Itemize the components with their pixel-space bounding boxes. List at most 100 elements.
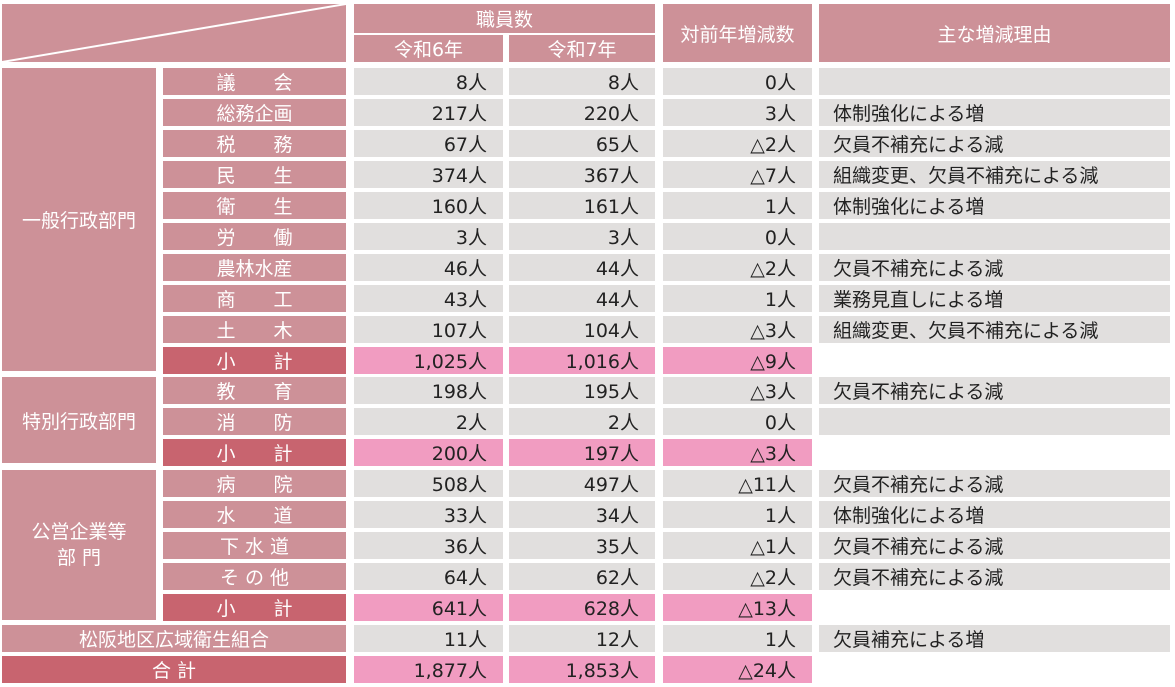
r7-value: 62人 (509, 563, 655, 590)
reason-value: 欠員不補充による減 (819, 563, 1170, 590)
corner-header (2, 4, 346, 62)
reason-value: 業務見直しによる増 (819, 285, 1170, 312)
r6-header: 令和6年 (354, 35, 503, 62)
diff-value: △11人 (663, 470, 812, 497)
r6-value: 107人 (354, 316, 503, 343)
r6-value: 160人 (354, 192, 503, 219)
diff-value: 0人 (663, 408, 812, 435)
diff-value: △9人 (663, 347, 812, 374)
reason-value (819, 656, 1170, 683)
r6-value: 36人 (354, 532, 503, 559)
category-cell: 松阪地区広域衛生組合 (2, 625, 346, 652)
diff-value: △3人 (663, 377, 812, 404)
r7-value: 161人 (509, 192, 655, 219)
diff-value: 0人 (663, 68, 812, 95)
r6-value: 64人 (354, 563, 503, 590)
r7-value: 197人 (509, 439, 655, 466)
group-general: 一般行政部門 (2, 68, 156, 371)
reason-value (819, 223, 1170, 250)
group-enterprise-line2: 部 門 (56, 547, 102, 569)
category-cell: 消 防 (163, 408, 346, 435)
category-cell: 農林水産 (163, 254, 346, 281)
reason-value: 組織変更、欠員不補充による減 (819, 161, 1170, 188)
category-cell: そ の 他 (163, 563, 346, 590)
category-cell: 総務企画 (163, 99, 346, 126)
r7-value: 8人 (509, 68, 655, 95)
reason-value: 体制強化による増 (819, 99, 1170, 126)
reason-value (819, 347, 1170, 374)
r6-value: 641人 (354, 594, 503, 621)
total-label: 合 計 (2, 656, 346, 683)
r7-value: 44人 (509, 285, 655, 312)
diff-value: △1人 (663, 532, 812, 559)
r7-value: 35人 (509, 532, 655, 559)
r7-value: 195人 (509, 377, 655, 404)
r7-value: 104人 (509, 316, 655, 343)
diff-value: 1人 (663, 625, 812, 652)
reason-header: 主な増減理由 (819, 4, 1170, 62)
r6-value: 2人 (354, 408, 503, 435)
group-enterprise: 公営企業等 部 門 (2, 470, 156, 620)
diff-header: 対前年増減数 (663, 4, 812, 62)
category-cell: 下 水 道 (163, 532, 346, 559)
reason-value: 体制強化による増 (819, 501, 1170, 528)
reason-value: 欠員不補充による減 (819, 470, 1170, 497)
diff-value: △2人 (663, 254, 812, 281)
diff-value: △24人 (663, 656, 812, 683)
reason-value: 欠員不補充による減 (819, 532, 1170, 559)
category-cell: 病 院 (163, 470, 346, 497)
r7-value: 497人 (509, 470, 655, 497)
diff-value: 3人 (663, 99, 812, 126)
diff-value: △7人 (663, 161, 812, 188)
diff-value: △2人 (663, 130, 812, 157)
r7-header: 令和7年 (509, 35, 655, 62)
r7-value: 34人 (509, 501, 655, 528)
category-cell: 議 会 (163, 68, 346, 95)
category-cell: 水 道 (163, 501, 346, 528)
diagonal-line (2, 4, 346, 62)
reason-value: 欠員不補充による減 (819, 254, 1170, 281)
reason-value (819, 408, 1170, 435)
subtotal-label: 小 計 (163, 594, 346, 621)
diff-value: △3人 (663, 316, 812, 343)
reason-value: 欠員補充による増 (819, 625, 1170, 652)
category-cell: 商 工 (163, 285, 346, 312)
diff-value: 1人 (663, 192, 812, 219)
diff-value: 0人 (663, 223, 812, 250)
r6-value: 33人 (354, 501, 503, 528)
r7-value: 628人 (509, 594, 655, 621)
category-cell: 税 務 (163, 130, 346, 157)
r6-value: 508人 (354, 470, 503, 497)
reason-value (819, 594, 1170, 621)
reason-value (819, 439, 1170, 466)
r7-value: 367人 (509, 161, 655, 188)
reason-value: 欠員不補充による減 (819, 377, 1170, 404)
staff-count-header: 職員数 (354, 4, 655, 33)
r7-value: 1,016人 (509, 347, 655, 374)
r7-value: 44人 (509, 254, 655, 281)
r6-value: 8人 (354, 68, 503, 95)
subtotal-label: 小 計 (163, 439, 346, 466)
diff-value: 1人 (663, 501, 812, 528)
r6-value: 1,877人 (354, 656, 503, 683)
r7-value: 3人 (509, 223, 655, 250)
r6-value: 11人 (354, 625, 503, 652)
r7-value: 65人 (509, 130, 655, 157)
r6-value: 1,025人 (354, 347, 503, 374)
diff-value: △2人 (663, 563, 812, 590)
subtotal-label: 小 計 (163, 347, 346, 374)
diff-value: △13人 (663, 594, 812, 621)
category-cell: 民 生 (163, 161, 346, 188)
category-cell: 労 働 (163, 223, 346, 250)
r7-value: 12人 (509, 625, 655, 652)
group-special: 特別行政部門 (2, 377, 156, 463)
r6-value: 67人 (354, 130, 503, 157)
category-cell: 衛 生 (163, 192, 346, 219)
r7-value: 220人 (509, 99, 655, 126)
diff-value: 1人 (663, 285, 812, 312)
r6-value: 374人 (354, 161, 503, 188)
r7-value: 2人 (509, 408, 655, 435)
r6-value: 43人 (354, 285, 503, 312)
reason-value (819, 68, 1170, 95)
r6-value: 217人 (354, 99, 503, 126)
